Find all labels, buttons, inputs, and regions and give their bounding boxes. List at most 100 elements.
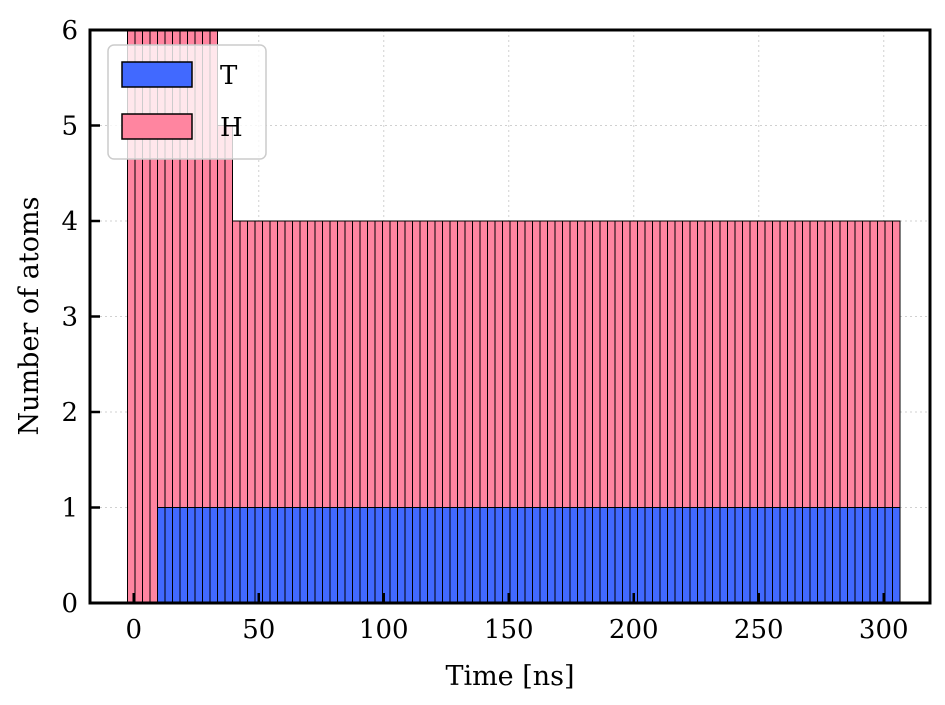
bar-t: [764, 507, 773, 604]
bar-t: [322, 507, 331, 604]
bar-h: [667, 220, 676, 508]
bar-h: [472, 220, 481, 508]
bar-t: [374, 507, 383, 604]
bar-t: [277, 507, 286, 604]
bar-h: [734, 220, 743, 508]
y-tick-label: 0: [61, 589, 78, 619]
bar-t: [727, 507, 736, 604]
bar-t: [367, 507, 376, 604]
bar-h: [254, 220, 263, 508]
bar-t: [262, 507, 271, 604]
bar-t: [532, 507, 541, 604]
bar-h: [712, 220, 721, 508]
bar-h: [802, 220, 811, 508]
bar-h: [764, 220, 773, 508]
bar-h: [457, 220, 466, 508]
bar-t: [659, 507, 668, 604]
bar-h: [217, 125, 226, 508]
bar-t: [749, 507, 758, 604]
bar-h: [629, 220, 638, 508]
bar-t: [179, 507, 188, 604]
bar-t: [164, 507, 173, 604]
ticks: 0 50 100 150 200 250 300 0 1 2 3 4 5 6: [61, 16, 908, 645]
bar-t: [442, 507, 451, 604]
bar-h: [232, 220, 241, 508]
bar-t: [254, 507, 263, 604]
bar-t: [697, 507, 706, 604]
bar-t: [584, 507, 593, 604]
bar-t: [464, 507, 473, 604]
bar-h: [779, 220, 788, 508]
bar-t: [517, 507, 526, 604]
bar-h: [479, 220, 488, 508]
x-tick-label: 50: [242, 615, 275, 645]
bar-h: [412, 220, 421, 508]
legend: T H: [107, 44, 267, 160]
y-tick-label: 3: [61, 303, 78, 333]
bar-t: [449, 507, 458, 604]
bar-t: [712, 507, 721, 604]
bar-h: [397, 220, 406, 508]
bar-h: [322, 220, 331, 508]
bar-t: [419, 507, 428, 604]
bar-t: [652, 507, 661, 604]
bar-h: [727, 220, 736, 508]
bar-t: [502, 507, 511, 604]
bar-t: [314, 507, 323, 604]
bar-h: [434, 220, 443, 508]
bar-h: [352, 220, 361, 508]
bar-t: [427, 507, 436, 604]
bar-h: [247, 220, 256, 508]
bar-t: [524, 507, 533, 604]
bar-t: [344, 507, 353, 604]
bar-t: [352, 507, 361, 604]
bar-h: [622, 220, 631, 508]
bar-t: [457, 507, 466, 604]
bar-h: [847, 220, 856, 508]
bar-t: [704, 507, 713, 604]
bar-h: [569, 220, 578, 508]
bar-h: [554, 220, 563, 508]
bar-t: [337, 507, 346, 604]
bar-t: [187, 507, 196, 604]
bar-h: [644, 220, 653, 508]
bar-t: [382, 507, 391, 604]
bar-t: [592, 507, 601, 604]
bar-h: [449, 220, 458, 508]
bar-t: [554, 507, 563, 604]
x-tick-label: 200: [609, 615, 659, 645]
bar-h: [854, 220, 863, 508]
bar-t: [359, 507, 368, 604]
x-tick-label: 100: [359, 615, 409, 645]
bar-t: [824, 507, 833, 604]
bar-t: [224, 507, 233, 604]
bar-t: [284, 507, 293, 604]
bar-h: [884, 220, 893, 508]
bar-h: [772, 220, 781, 508]
bar-h: [614, 220, 623, 508]
bar-h: [487, 220, 496, 508]
y-axis-label: Number of atoms: [14, 197, 45, 436]
bar-t: [779, 507, 788, 604]
bar-t: [269, 507, 278, 604]
bar-t: [854, 507, 863, 604]
bar-t: [389, 507, 398, 604]
bar-t: [629, 507, 638, 604]
bar-h: [584, 220, 593, 508]
bar-h: [359, 220, 368, 508]
legend-swatch-h: [121, 113, 193, 140]
x-tick-label: 0: [125, 615, 142, 645]
bar-h: [262, 220, 271, 508]
bar-h: [239, 220, 248, 508]
bar-t: [892, 507, 901, 604]
bar-t: [742, 507, 751, 604]
bar-h: [599, 220, 608, 508]
bar-t: [209, 507, 218, 604]
x-tick-label: 150: [484, 615, 534, 645]
bar-h: [367, 220, 376, 508]
bar-h: [464, 220, 473, 508]
bar-h: [704, 220, 713, 508]
bar-t: [667, 507, 676, 604]
y-tick-label: 4: [61, 207, 78, 237]
